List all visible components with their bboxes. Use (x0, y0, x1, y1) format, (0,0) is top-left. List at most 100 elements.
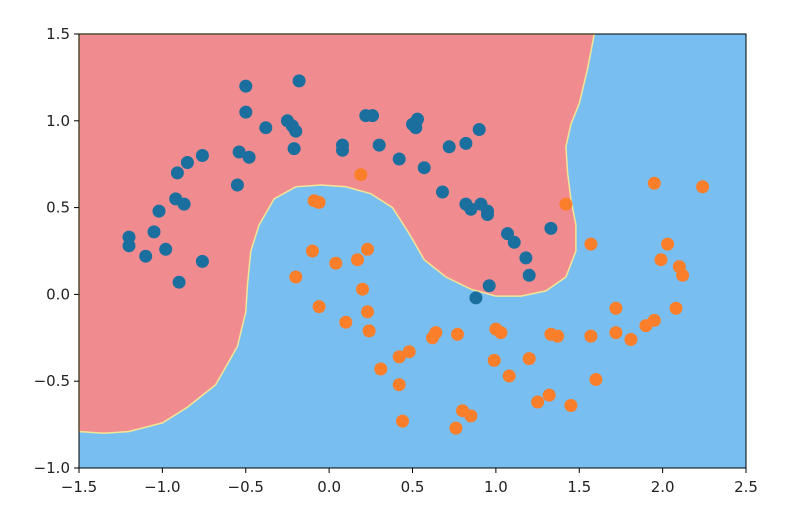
point-class-1 (609, 326, 623, 340)
point-class-1 (542, 388, 556, 402)
y-tick-label: 1.0 (46, 112, 70, 130)
point-class-0 (482, 279, 496, 293)
y-tick-label: −1.0 (34, 459, 70, 477)
point-class-1 (654, 253, 668, 267)
point-class-1 (589, 373, 603, 386)
point-class-1 (451, 327, 464, 341)
point-class-0 (259, 121, 273, 135)
point-class-0 (442, 140, 456, 154)
point-class-0 (392, 152, 406, 166)
point-class-0 (372, 138, 386, 152)
point-class-0 (409, 121, 423, 135)
point-class-0 (159, 242, 173, 256)
y-tick-label: 0.0 (46, 285, 70, 303)
point-class-0 (195, 149, 209, 162)
point-class-1 (531, 395, 545, 409)
point-class-0 (172, 275, 186, 289)
x-tick-label: −1.5 (61, 478, 97, 496)
point-class-1 (361, 305, 374, 319)
point-class-0 (239, 105, 253, 119)
point-class-1 (494, 326, 508, 340)
point-class-1 (609, 301, 623, 315)
point-class-1 (559, 197, 573, 211)
point-class-0 (507, 235, 521, 249)
point-class-0 (292, 74, 306, 88)
point-class-0 (239, 79, 253, 93)
point-class-0 (417, 161, 431, 175)
point-class-0 (122, 239, 136, 253)
point-class-0 (287, 142, 301, 156)
point-class-0 (481, 204, 494, 218)
point-class-1 (356, 282, 369, 296)
point-class-0 (139, 249, 153, 263)
point-class-1 (361, 242, 374, 256)
point-class-1 (584, 329, 598, 343)
point-class-1 (429, 326, 443, 340)
x-tick-label: 2.5 (734, 478, 758, 496)
point-class-1 (354, 168, 368, 182)
point-class-1 (396, 414, 409, 428)
point-class-1 (624, 333, 638, 346)
point-class-0 (366, 109, 379, 123)
point-class-0 (195, 254, 209, 268)
point-class-1 (564, 399, 578, 412)
point-class-1 (392, 350, 406, 364)
point-class-0 (472, 123, 486, 136)
point-class-0 (522, 268, 536, 282)
x-tick-label: 0.5 (401, 478, 425, 496)
x-tick-label: −0.5 (228, 478, 264, 496)
point-class-1 (551, 329, 565, 343)
x-axis: −1.5 −1.0 −0.5 0.0 0.5 1.0 1.5 2.0 2.5 (61, 468, 758, 496)
y-tick-label: −0.5 (34, 372, 70, 390)
point-class-0 (336, 143, 349, 157)
point-class-0 (469, 291, 483, 305)
x-tick-label: −1.0 (144, 478, 180, 496)
x-tick-label: 1.5 (567, 478, 591, 496)
point-class-1 (351, 253, 364, 267)
point-class-1 (374, 362, 388, 376)
point-class-1 (402, 345, 416, 359)
plot-area (78, 33, 746, 468)
point-class-1 (392, 378, 406, 392)
point-class-1 (305, 244, 319, 258)
point-class-1 (676, 268, 690, 282)
point-class-1 (312, 300, 326, 314)
y-axis: −1.0 −0.5 0.0 0.5 1.0 1.5 (34, 25, 79, 477)
point-class-1 (464, 409, 478, 423)
point-class-1 (584, 237, 598, 251)
point-class-1 (696, 180, 710, 194)
point-class-1 (339, 315, 353, 329)
point-class-0 (232, 145, 246, 159)
x-tick-label: 2.0 (651, 478, 675, 496)
point-class-1 (661, 237, 675, 251)
x-tick-label: 0.0 (317, 478, 341, 496)
point-class-1 (487, 353, 501, 367)
point-class-1 (502, 369, 516, 383)
point-class-1 (329, 256, 343, 270)
point-class-1 (312, 195, 326, 209)
point-class-0 (519, 251, 533, 265)
point-class-1 (289, 270, 303, 284)
point-class-0 (177, 197, 191, 211)
point-class-0 (464, 202, 478, 216)
point-class-1 (647, 313, 661, 327)
point-class-0 (170, 166, 184, 180)
point-class-0 (147, 225, 161, 239)
point-class-0 (242, 150, 256, 164)
point-class-0 (152, 204, 166, 218)
x-tick-label: 1.0 (484, 478, 508, 496)
point-class-0 (230, 178, 244, 192)
point-class-0 (289, 124, 303, 138)
point-class-1 (669, 301, 683, 315)
point-class-0 (544, 221, 558, 235)
point-class-0 (436, 185, 449, 199)
region-class-0 (78, 33, 596, 435)
point-class-1 (362, 324, 376, 338)
point-class-1 (647, 176, 661, 190)
y-tick-label: 1.5 (46, 25, 70, 43)
point-class-0 (459, 136, 473, 150)
point-class-1 (522, 352, 536, 366)
y-tick-label: 0.5 (46, 199, 70, 217)
point-class-0 (180, 156, 194, 169)
